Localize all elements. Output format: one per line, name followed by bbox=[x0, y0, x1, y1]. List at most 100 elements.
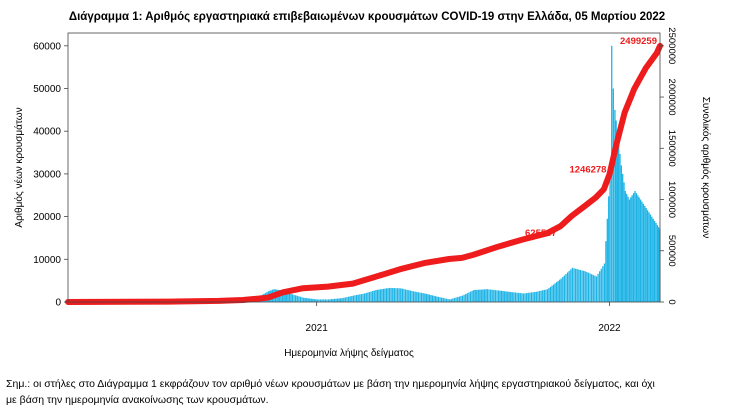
bar bbox=[606, 218, 608, 302]
bar bbox=[409, 290, 412, 302]
bar bbox=[615, 120, 617, 302]
bar bbox=[595, 276, 598, 302]
bar bbox=[401, 288, 403, 302]
bar bbox=[622, 173, 624, 302]
bar bbox=[555, 282, 558, 302]
bar bbox=[427, 294, 429, 302]
bar bbox=[530, 292, 533, 302]
bar bbox=[597, 273, 599, 302]
bar bbox=[571, 267, 574, 302]
bar bbox=[406, 289, 408, 302]
y-tick-label: 0 bbox=[55, 298, 61, 309]
bar bbox=[534, 291, 536, 302]
bar bbox=[375, 290, 377, 302]
bar bbox=[347, 296, 350, 302]
bar bbox=[563, 275, 566, 302]
bar bbox=[414, 291, 416, 302]
bar bbox=[496, 290, 498, 302]
bar bbox=[306, 298, 308, 302]
bar bbox=[540, 290, 542, 302]
bar bbox=[568, 270, 570, 302]
bar bbox=[537, 291, 539, 302]
x-tick-label: 2021 bbox=[306, 323, 329, 334]
bar bbox=[324, 299, 326, 302]
bar bbox=[586, 271, 588, 302]
bar bbox=[461, 295, 464, 302]
bar bbox=[340, 298, 342, 302]
bar bbox=[526, 293, 528, 302]
bar bbox=[390, 287, 392, 302]
bar bbox=[599, 271, 601, 302]
bar bbox=[623, 182, 625, 302]
bar bbox=[336, 298, 339, 302]
bar bbox=[376, 289, 379, 302]
bar bbox=[637, 195, 639, 302]
y-tick-label: 10000 bbox=[33, 255, 61, 266]
bar bbox=[293, 294, 295, 302]
bar bbox=[505, 291, 507, 302]
bar bbox=[473, 290, 475, 302]
bar bbox=[318, 299, 320, 302]
bar bbox=[411, 290, 413, 302]
bar bbox=[299, 296, 302, 302]
bar bbox=[281, 290, 284, 302]
bar bbox=[378, 289, 380, 302]
bar bbox=[385, 288, 388, 302]
bar bbox=[489, 289, 492, 302]
bar bbox=[349, 296, 351, 302]
bar bbox=[656, 225, 659, 302]
bar bbox=[519, 293, 521, 302]
y2-tick-label: 1000000 bbox=[666, 181, 677, 218]
bar bbox=[354, 295, 356, 302]
data-label: 625567 bbox=[525, 228, 557, 239]
bar bbox=[628, 199, 631, 302]
bar bbox=[425, 293, 427, 302]
bar bbox=[373, 290, 375, 302]
y-tick-label: 50000 bbox=[33, 84, 61, 95]
bar bbox=[359, 294, 361, 302]
bar bbox=[479, 289, 481, 302]
bar bbox=[434, 296, 437, 302]
bar bbox=[602, 266, 604, 302]
x-tick-label: 2022 bbox=[598, 323, 621, 334]
bar bbox=[630, 197, 632, 302]
bar bbox=[626, 193, 628, 302]
bar bbox=[364, 293, 366, 302]
bar bbox=[335, 298, 337, 302]
bar bbox=[301, 297, 303, 302]
bar bbox=[452, 298, 454, 302]
bar bbox=[620, 165, 622, 302]
bar bbox=[433, 295, 435, 302]
bar bbox=[291, 294, 294, 302]
y-tick-label: 30000 bbox=[33, 169, 61, 180]
bar bbox=[419, 292, 421, 302]
bar bbox=[574, 268, 577, 302]
bar bbox=[645, 208, 647, 302]
bar bbox=[554, 283, 556, 302]
bar bbox=[447, 299, 449, 302]
bar bbox=[627, 196, 629, 302]
bar bbox=[458, 296, 460, 302]
bar bbox=[609, 173, 611, 302]
bar bbox=[513, 292, 515, 302]
bar bbox=[469, 291, 472, 302]
y2-tick-label: 1500000 bbox=[666, 130, 677, 167]
bar bbox=[370, 291, 372, 302]
bar bbox=[284, 291, 286, 302]
bar bbox=[631, 195, 633, 302]
bar bbox=[565, 273, 567, 302]
bar bbox=[612, 88, 614, 302]
bar bbox=[298, 296, 300, 302]
bar bbox=[507, 291, 509, 302]
bar bbox=[326, 299, 328, 302]
bar bbox=[480, 289, 482, 302]
bar bbox=[287, 292, 289, 302]
bar bbox=[436, 296, 438, 302]
bar bbox=[616, 131, 618, 302]
bar bbox=[579, 269, 582, 302]
bar bbox=[570, 269, 572, 302]
bar bbox=[657, 227, 660, 302]
y-tick-label: 40000 bbox=[33, 127, 61, 138]
y2-tick-label: 500000 bbox=[666, 235, 677, 267]
bar bbox=[424, 293, 426, 302]
